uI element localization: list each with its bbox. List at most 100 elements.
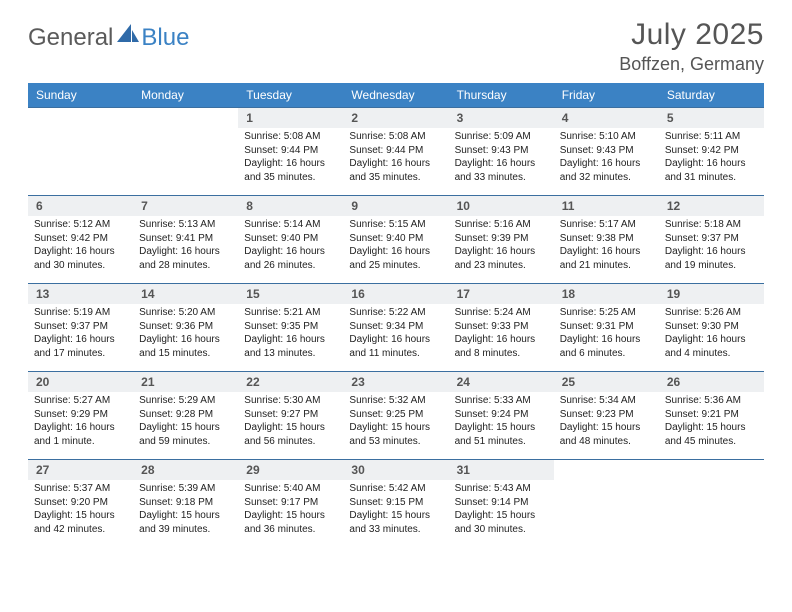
daylight-text: Daylight: 15 hours and 39 minutes.: [139, 509, 232, 536]
day-body: Sunrise: 5:25 AMSunset: 9:31 PMDaylight:…: [554, 304, 659, 364]
day-number: 23: [343, 372, 448, 392]
calendar-cell: 8Sunrise: 5:14 AMSunset: 9:40 PMDaylight…: [238, 196, 343, 284]
daylight-text: Daylight: 16 hours and 33 minutes.: [455, 157, 548, 184]
daylight-text: Daylight: 15 hours and 36 minutes.: [244, 509, 337, 536]
sunset-text: Sunset: 9:30 PM: [665, 320, 758, 334]
daylight-text: Daylight: 16 hours and 8 minutes.: [455, 333, 548, 360]
day-number: 14: [133, 284, 238, 304]
daylight-text: Daylight: 15 hours and 56 minutes.: [244, 421, 337, 448]
calendar-table: Sunday Monday Tuesday Wednesday Thursday…: [28, 83, 764, 548]
page-title: July 2025: [619, 18, 764, 52]
sunrise-text: Sunrise: 5:36 AM: [665, 394, 758, 408]
sunset-text: Sunset: 9:42 PM: [34, 232, 127, 246]
day-body: Sunrise: 5:20 AMSunset: 9:36 PMDaylight:…: [133, 304, 238, 364]
sunrise-text: Sunrise: 5:25 AM: [560, 306, 653, 320]
calendar-cell: 22Sunrise: 5:30 AMSunset: 9:27 PMDayligh…: [238, 372, 343, 460]
sunrise-text: Sunrise: 5:39 AM: [139, 482, 232, 496]
daylight-text: Daylight: 16 hours and 6 minutes.: [560, 333, 653, 360]
calendar-cell: 21Sunrise: 5:29 AMSunset: 9:28 PMDayligh…: [133, 372, 238, 460]
sunrise-text: Sunrise: 5:20 AM: [139, 306, 232, 320]
day-number: 26: [659, 372, 764, 392]
daylight-text: Daylight: 15 hours and 30 minutes.: [455, 509, 548, 536]
day-body: Sunrise: 5:33 AMSunset: 9:24 PMDaylight:…: [449, 392, 554, 452]
day-number: 17: [449, 284, 554, 304]
sunrise-text: Sunrise: 5:19 AM: [34, 306, 127, 320]
calendar-cell: 19Sunrise: 5:26 AMSunset: 9:30 PMDayligh…: [659, 284, 764, 372]
sunrise-text: Sunrise: 5:15 AM: [349, 218, 442, 232]
day-number: 10: [449, 196, 554, 216]
day-number: 20: [28, 372, 133, 392]
day-body: Sunrise: 5:27 AMSunset: 9:29 PMDaylight:…: [28, 392, 133, 452]
sunset-text: Sunset: 9:44 PM: [244, 144, 337, 158]
calendar-cell: 16Sunrise: 5:22 AMSunset: 9:34 PMDayligh…: [343, 284, 448, 372]
calendar-cell: 2Sunrise: 5:08 AMSunset: 9:44 PMDaylight…: [343, 108, 448, 196]
sunrise-text: Sunrise: 5:24 AM: [455, 306, 548, 320]
sunset-text: Sunset: 9:15 PM: [349, 496, 442, 510]
calendar-cell: 23Sunrise: 5:32 AMSunset: 9:25 PMDayligh…: [343, 372, 448, 460]
daylight-text: Daylight: 16 hours and 28 minutes.: [139, 245, 232, 272]
day-header: Wednesday: [343, 83, 448, 108]
daylight-text: Daylight: 15 hours and 53 minutes.: [349, 421, 442, 448]
daylight-text: Daylight: 16 hours and 11 minutes.: [349, 333, 442, 360]
calendar-body: ..1Sunrise: 5:08 AMSunset: 9:44 PMDaylig…: [28, 108, 764, 548]
sunset-text: Sunset: 9:36 PM: [139, 320, 232, 334]
calendar-week-row: 20Sunrise: 5:27 AMSunset: 9:29 PMDayligh…: [28, 372, 764, 460]
day-number: 1: [238, 108, 343, 128]
daylight-text: Daylight: 16 hours and 35 minutes.: [349, 157, 442, 184]
day-body: Sunrise: 5:15 AMSunset: 9:40 PMDaylight:…: [343, 216, 448, 276]
daylight-text: Daylight: 16 hours and 30 minutes.: [34, 245, 127, 272]
day-body: Sunrise: 5:36 AMSunset: 9:21 PMDaylight:…: [659, 392, 764, 452]
calendar-week-row: ..1Sunrise: 5:08 AMSunset: 9:44 PMDaylig…: [28, 108, 764, 196]
calendar-cell: 31Sunrise: 5:43 AMSunset: 9:14 PMDayligh…: [449, 460, 554, 548]
day-number: 16: [343, 284, 448, 304]
day-number: 6: [28, 196, 133, 216]
day-number: 3: [449, 108, 554, 128]
daylight-text: Daylight: 16 hours and 31 minutes.: [665, 157, 758, 184]
sunset-text: Sunset: 9:37 PM: [34, 320, 127, 334]
daylight-text: Daylight: 16 hours and 23 minutes.: [455, 245, 548, 272]
day-body: Sunrise: 5:14 AMSunset: 9:40 PMDaylight:…: [238, 216, 343, 276]
day-body: Sunrise: 5:24 AMSunset: 9:33 PMDaylight:…: [449, 304, 554, 364]
sunset-text: Sunset: 9:40 PM: [349, 232, 442, 246]
daylight-text: Daylight: 15 hours and 51 minutes.: [455, 421, 548, 448]
day-body: Sunrise: 5:10 AMSunset: 9:43 PMDaylight:…: [554, 128, 659, 188]
calendar-cell: .: [659, 460, 764, 548]
day-number: 5: [659, 108, 764, 128]
sunset-text: Sunset: 9:24 PM: [455, 408, 548, 422]
day-number: 18: [554, 284, 659, 304]
day-body: Sunrise: 5:37 AMSunset: 9:20 PMDaylight:…: [28, 480, 133, 540]
logo-sail-icon: [117, 24, 139, 49]
sunrise-text: Sunrise: 5:26 AM: [665, 306, 758, 320]
calendar-cell: 1Sunrise: 5:08 AMSunset: 9:44 PMDaylight…: [238, 108, 343, 196]
sunset-text: Sunset: 9:28 PM: [139, 408, 232, 422]
sunset-text: Sunset: 9:40 PM: [244, 232, 337, 246]
calendar-cell: 11Sunrise: 5:17 AMSunset: 9:38 PMDayligh…: [554, 196, 659, 284]
sunset-text: Sunset: 9:38 PM: [560, 232, 653, 246]
sunrise-text: Sunrise: 5:22 AM: [349, 306, 442, 320]
sunrise-text: Sunrise: 5:12 AM: [34, 218, 127, 232]
day-body: Sunrise: 5:30 AMSunset: 9:27 PMDaylight:…: [238, 392, 343, 452]
calendar-cell: 30Sunrise: 5:42 AMSunset: 9:15 PMDayligh…: [343, 460, 448, 548]
day-body: Sunrise: 5:11 AMSunset: 9:42 PMDaylight:…: [659, 128, 764, 188]
daylight-text: Daylight: 16 hours and 15 minutes.: [139, 333, 232, 360]
day-number: 2: [343, 108, 448, 128]
calendar-cell: .: [133, 108, 238, 196]
day-number: 12: [659, 196, 764, 216]
sunrise-text: Sunrise: 5:16 AM: [455, 218, 548, 232]
sunrise-text: Sunrise: 5:42 AM: [349, 482, 442, 496]
page: General Blue July 2025 Boffzen, Germany …: [0, 0, 792, 566]
calendar-cell: 18Sunrise: 5:25 AMSunset: 9:31 PMDayligh…: [554, 284, 659, 372]
day-body: Sunrise: 5:13 AMSunset: 9:41 PMDaylight:…: [133, 216, 238, 276]
day-number: 15: [238, 284, 343, 304]
sunrise-text: Sunrise: 5:29 AM: [139, 394, 232, 408]
calendar-cell: 7Sunrise: 5:13 AMSunset: 9:41 PMDaylight…: [133, 196, 238, 284]
sunset-text: Sunset: 9:25 PM: [349, 408, 442, 422]
calendar-week-row: 27Sunrise: 5:37 AMSunset: 9:20 PMDayligh…: [28, 460, 764, 548]
day-number: 19: [659, 284, 764, 304]
day-body: Sunrise: 5:08 AMSunset: 9:44 PMDaylight:…: [343, 128, 448, 188]
day-body: Sunrise: 5:09 AMSunset: 9:43 PMDaylight:…: [449, 128, 554, 188]
sunrise-text: Sunrise: 5:40 AM: [244, 482, 337, 496]
day-body: Sunrise: 5:40 AMSunset: 9:17 PMDaylight:…: [238, 480, 343, 540]
sunset-text: Sunset: 9:18 PM: [139, 496, 232, 510]
logo-text-general: General: [28, 24, 113, 52]
